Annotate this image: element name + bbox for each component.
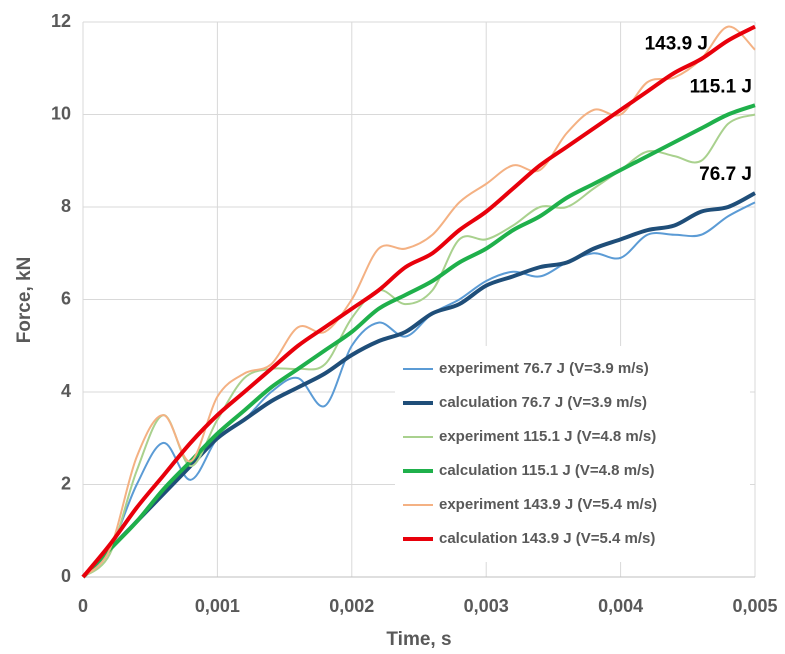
series-line	[81, 191, 756, 579]
legend-label: calculation 143.9 J (V=5.4 m/s)	[439, 530, 655, 547]
y-axis-title: Force, kN	[14, 257, 35, 344]
y-tick-label: 10	[51, 103, 71, 123]
y-tick-label: 6	[61, 288, 71, 308]
legend-label: calculation 76.7 J (V=3.9 m/s)	[439, 394, 647, 411]
end-label: 76.7 J	[699, 164, 752, 185]
x-tick-label: 0,002	[329, 596, 374, 616]
y-tick-label: 0	[61, 566, 71, 586]
y-tick-label: 8	[61, 196, 71, 216]
y-tick-label: 4	[61, 381, 71, 401]
legend-label: experiment 143.9 J (V=5.4 m/s)	[439, 496, 657, 513]
series-line	[81, 24, 756, 579]
end-label: 143.9 J	[645, 34, 708, 55]
y-tick-label: 2	[61, 473, 71, 493]
end-label: 115.1 J	[690, 76, 752, 97]
legend-label: experiment 115.1 J (V=4.8 m/s)	[439, 428, 656, 445]
legend-label: experiment 76.7 J (V=3.9 m/s)	[439, 360, 649, 377]
legend-box	[395, 346, 750, 562]
series-line	[82, 25, 756, 578]
legend-label: calculation 115.1 J (V=4.8 m/s)	[439, 462, 655, 479]
series-line	[82, 201, 756, 578]
legend: experiment 76.7 J (V=3.9 m/s) calculation…	[395, 346, 750, 562]
x-tick-label: 0,005	[732, 596, 777, 616]
x-tick-label: 0,003	[464, 596, 509, 616]
x-tick-label: 0,004	[598, 596, 643, 616]
y-tick-label: 12	[51, 11, 71, 31]
x-axis-title: Time, s	[386, 629, 451, 650]
x-tick-label: 0,001	[195, 596, 240, 616]
x-tick-label: 0	[78, 596, 88, 616]
